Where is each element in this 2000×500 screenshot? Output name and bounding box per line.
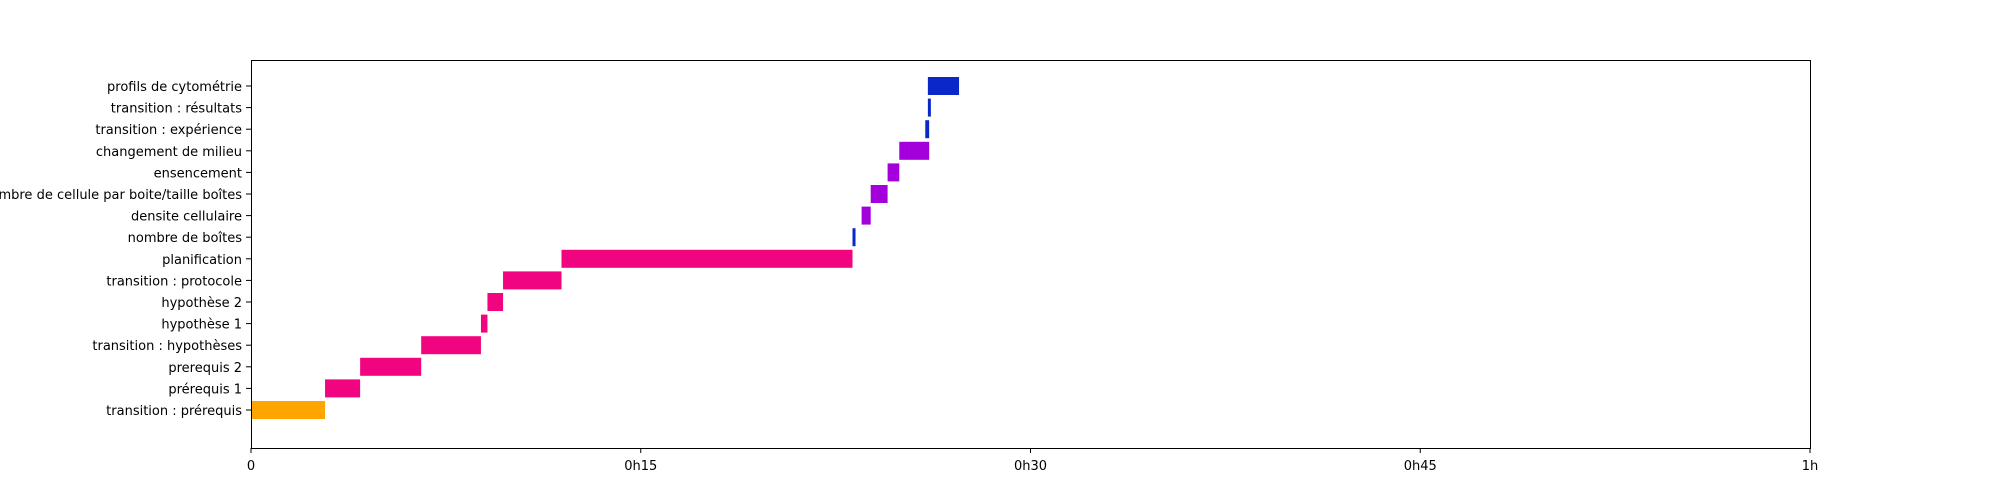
y-tick-label: transition : résultats — [111, 102, 242, 117]
y-tick-label: transition : expérience — [95, 123, 242, 138]
bar — [852, 228, 856, 247]
bar — [480, 314, 488, 333]
bar — [861, 206, 871, 225]
y-tick-label: ensencement — [154, 166, 242, 181]
y-tick-label: profils de cytométrie — [107, 80, 242, 95]
bar — [421, 336, 481, 355]
y-tick-label: planification — [162, 253, 242, 268]
y-tick-label: prérequis 1 — [168, 382, 242, 397]
bars-layer — [251, 77, 960, 419]
bar — [899, 141, 930, 160]
y-tick-label: densite cellulaire — [131, 210, 242, 225]
x-tick-label: 0h15 — [624, 459, 657, 474]
x-tick-label: 0 — [247, 459, 255, 474]
y-tick-label: hypothèse 1 — [161, 318, 242, 333]
x-tick-label: 0h45 — [1404, 459, 1437, 474]
y-tick-label: changement de milieu — [96, 145, 242, 160]
bar — [487, 293, 504, 311]
y-axis: transition : prérequis prérequis 1 prerequ… — [0, 80, 251, 419]
y-tick-label: prerequis 2 — [168, 361, 242, 376]
y-tick-label: nombre de boîtes — [128, 231, 243, 246]
bar — [870, 185, 888, 203]
x-tick-label: 0h30 — [1014, 459, 1047, 474]
bar — [927, 98, 931, 117]
y-tick-label: transition : protocole — [106, 274, 242, 289]
bar — [927, 77, 960, 95]
bar — [360, 357, 422, 376]
y-tick-label: transition : hypothèses — [92, 339, 242, 354]
bar — [561, 249, 853, 268]
y-tick-label: nombre de cellule par boite/taille boîte… — [0, 188, 242, 203]
bar — [887, 163, 900, 182]
x-axis: 0 0h15 0h30 0h45 1h — [247, 448, 1818, 474]
y-tick-label: hypothèse 2 — [161, 296, 242, 311]
bar — [925, 120, 930, 139]
bar — [251, 401, 326, 419]
bar — [503, 271, 562, 290]
y-tick-label: transition : prérequis — [106, 404, 242, 419]
plot-frame — [251, 60, 1811, 449]
bar — [325, 379, 361, 398]
x-tick-label: 1h — [1802, 459, 1819, 474]
